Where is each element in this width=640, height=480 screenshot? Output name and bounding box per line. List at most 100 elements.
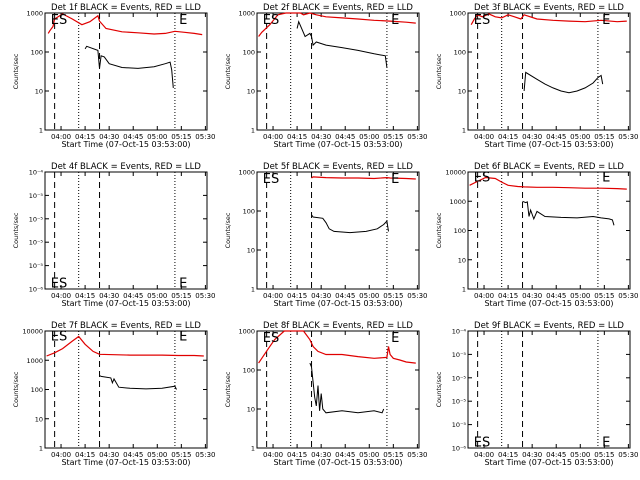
x-tick-label: 04:30 <box>311 133 331 141</box>
panel-title: Det 6f BLACK = Events, RED = LLD <box>474 162 624 172</box>
x-tick-label: 05:00 <box>147 133 167 141</box>
event-marker-label: ES <box>474 171 490 186</box>
y-tick-label: 100 <box>31 386 43 394</box>
y-tick-label: 1 <box>39 445 43 453</box>
x-tick-label: 04:45 <box>335 292 355 300</box>
panel-det-9: Det 9f BLACK = Events, RED = LLD 10⁻⁶ 10⁻⁵… <box>435 321 638 467</box>
y-axis-label: Counts/sec <box>12 371 20 407</box>
event-marker-label: E <box>179 13 187 28</box>
x-tick-label: 05:00 <box>359 292 379 300</box>
y-tick-label: 100 <box>243 49 255 57</box>
x-tick-label: 04:45 <box>123 133 143 141</box>
panel-det-3: Det 3f BLACK = Events, RED = LLD 1 10 100 10… <box>435 3 638 149</box>
events-series-line <box>99 375 177 390</box>
x-tick-label: 05:30 <box>618 451 638 459</box>
x-tick-label: 04:15 <box>75 292 95 300</box>
y-tick-label: 10 <box>458 256 466 264</box>
x-tick-label: 04:00 <box>263 451 283 459</box>
y-tick-label: 10 <box>458 88 466 96</box>
event-marker-label: ES <box>51 13 67 28</box>
plot-frame <box>44 171 208 290</box>
y-tick-label: 10 <box>247 247 255 255</box>
panel-title: Det 1f BLACK = Events, RED = LLD <box>51 3 201 13</box>
lld-series-line <box>258 330 416 364</box>
x-tick-label: 05:30 <box>407 292 427 300</box>
y-tick-label: 10⁻⁵ <box>29 215 44 223</box>
x-tick-label: 04:45 <box>546 451 566 459</box>
y-tick-label: 1 <box>462 127 466 135</box>
panel-title: Det 3f BLACK = Events, RED = LLD <box>474 3 624 13</box>
lld-series-line <box>469 176 627 190</box>
panel-det-6: Det 6f BLACK = Events, RED = LLD 1 10 100 10… <box>435 162 638 308</box>
y-tick-label: 10 <box>35 88 43 96</box>
x-tick-label: 04:30 <box>99 451 119 459</box>
plot-frame <box>256 330 420 449</box>
plot-frame <box>256 171 420 290</box>
plot-frame <box>467 330 631 449</box>
x-tick-label: 04:00 <box>474 292 494 300</box>
y-tick-label: 10⁻⁶ <box>29 286 44 294</box>
x-tick-label: 05:00 <box>359 451 379 459</box>
y-axis-label: Counts/sec <box>435 371 443 407</box>
panel-title: Det 9f BLACK = Events, RED = LLD <box>474 321 624 331</box>
x-tick-label: 04:45 <box>123 292 143 300</box>
y-axis-label: Counts/sec <box>435 212 443 248</box>
panel-det-2: Det 2f BLACK = Events, RED = LLD 1 10 100 10… <box>224 3 427 149</box>
y-tick-label: 10⁻⁵ <box>29 262 44 270</box>
y-tick-label: 1 <box>251 445 255 453</box>
panel-det-7: Det 7f BLACK = Events, RED = LLD 1 10 100 10… <box>12 321 215 467</box>
y-tick-label: 10 <box>247 88 255 96</box>
x-axis-label: Start Time (07-Oct-15 03:53:00) <box>484 458 613 467</box>
event-marker-label: E <box>179 276 187 291</box>
panel-title: Det 5f BLACK = Events, RED = LLD <box>263 162 413 172</box>
plot-frame <box>256 12 420 131</box>
x-tick-label: 04:00 <box>474 451 494 459</box>
y-tick-label: 100 <box>243 367 255 375</box>
y-tick-label: 10000 <box>445 169 466 177</box>
y-tick-label: 10 <box>35 415 43 423</box>
plot-frame <box>44 330 208 449</box>
x-tick-label: 04:00 <box>263 292 283 300</box>
event-marker-label: ES <box>51 330 67 345</box>
x-tick-label: 05:15 <box>171 133 191 141</box>
x-tick-label: 04:30 <box>311 451 331 459</box>
event-marker-label: ES <box>263 331 279 346</box>
y-tick-label: 10⁻⁵ <box>452 421 467 429</box>
y-tick-label: 1000 <box>26 357 43 365</box>
x-tick-label: 04:15 <box>498 292 518 300</box>
x-tick-label: 04:15 <box>287 292 307 300</box>
y-tick-label: 1 <box>39 127 43 135</box>
y-axis-label: Counts/sec <box>224 212 232 248</box>
y-axis-label: Counts/sec <box>12 212 20 248</box>
x-tick-label: 05:30 <box>618 133 638 141</box>
y-tick-label: 1000 <box>238 10 255 18</box>
x-tick-label: 05:15 <box>171 292 191 300</box>
events-series-line <box>523 71 604 94</box>
y-tick-label: 1 <box>251 286 255 294</box>
x-tick-label: 04:15 <box>75 133 95 141</box>
x-axis-label: Start Time (07-Oct-15 03:53:00) <box>484 140 613 149</box>
y-tick-label: 10⁻⁴ <box>452 328 467 336</box>
y-tick-label: 1000 <box>238 328 255 336</box>
y-tick-label: 1 <box>251 127 255 135</box>
x-axis-label: Start Time (07-Oct-15 03:53:00) <box>61 140 190 149</box>
y-tick-label: 100 <box>454 227 466 235</box>
event-marker-label: ES <box>51 276 67 291</box>
x-tick-label: 05:15 <box>383 133 403 141</box>
lld-series-line <box>311 176 416 180</box>
x-tick-label: 05:00 <box>570 451 590 459</box>
panel-title: Det 7f BLACK = Events, RED = LLD <box>51 321 201 331</box>
x-tick-label: 04:45 <box>335 133 355 141</box>
y-axis-label: Counts/sec <box>224 53 232 89</box>
x-tick-label: 05:15 <box>594 451 614 459</box>
event-marker-label: E <box>179 330 187 345</box>
y-tick-label: 100 <box>454 49 466 57</box>
y-tick-label: 10⁻⁴ <box>29 169 44 177</box>
x-tick-label: 04:15 <box>287 133 307 141</box>
x-tick-label: 05:15 <box>171 451 191 459</box>
panel-det-1: Det 1f BLACK = Events, RED = LLD 1 10 100 10… <box>12 3 215 149</box>
x-tick-label: 04:30 <box>99 292 119 300</box>
event-marker-label: ES <box>263 13 279 28</box>
x-tick-label: 05:30 <box>407 451 427 459</box>
y-tick-label: 1000 <box>449 198 466 206</box>
